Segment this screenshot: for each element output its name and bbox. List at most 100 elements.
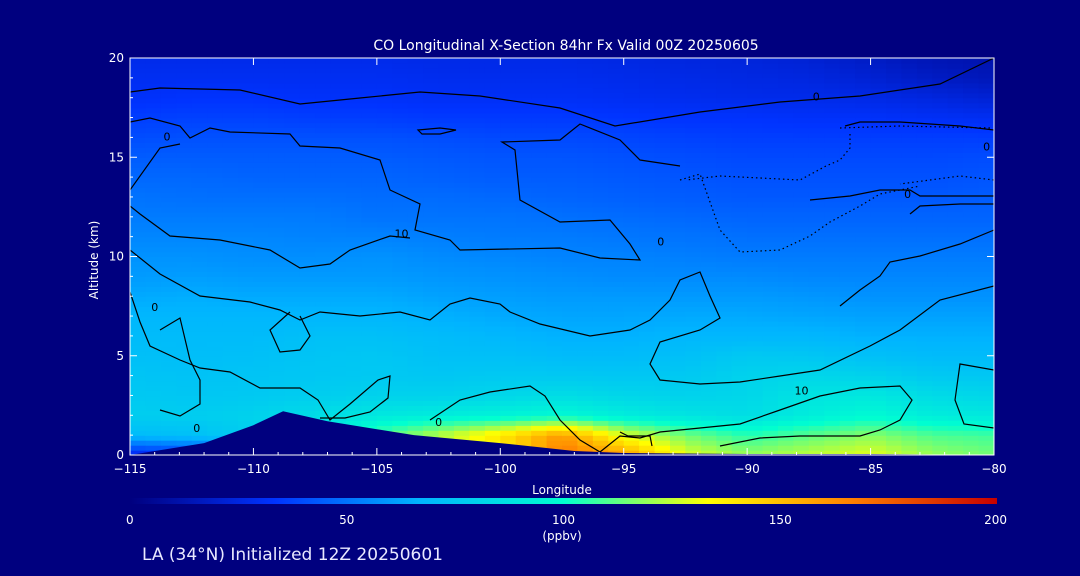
- colorbar-tick-label: 100: [552, 513, 575, 527]
- heatmap-cell: [500, 281, 517, 287]
- heatmap-cell: [731, 231, 748, 238]
- heatmap-cell: [346, 107, 362, 114]
- heatmap-cell: [299, 92, 316, 99]
- heatmap-cell: [778, 107, 794, 114]
- heatmap-cell: [947, 97, 964, 104]
- heatmap-cell: [870, 450, 887, 455]
- heatmap-cell: [531, 365, 548, 372]
- heatmap-cell: [577, 355, 594, 362]
- heatmap-cell: [207, 266, 224, 272]
- heatmap-cell: [238, 306, 254, 312]
- heatmap-cell: [531, 162, 548, 168]
- heatmap-cell: [855, 420, 872, 426]
- heatmap-cell: [454, 196, 470, 203]
- heatmap-cell: [145, 365, 162, 372]
- heatmap-cell: [870, 97, 887, 104]
- heatmap-cell: [222, 316, 239, 322]
- heatmap-cell: [839, 276, 856, 282]
- heatmap-cell: [531, 261, 548, 268]
- heatmap-cell: [392, 360, 409, 367]
- heatmap-cell: [916, 425, 933, 431]
- heatmap-cell: [839, 256, 856, 263]
- heatmap-cell: [700, 221, 717, 228]
- heatmap-cell: [423, 58, 440, 64]
- heatmap-cell: [685, 390, 702, 397]
- heatmap-cell: [793, 117, 810, 124]
- heatmap-cell: [407, 167, 424, 173]
- heatmap-cell: [515, 266, 532, 272]
- heatmap-cell: [376, 330, 393, 337]
- heatmap-cell: [423, 400, 440, 406]
- heatmap-cell: [130, 355, 146, 362]
- heatmap-cell: [346, 330, 362, 337]
- heatmap-cell: [191, 182, 208, 188]
- heatmap-cell: [577, 206, 594, 213]
- heatmap-cell: [700, 370, 717, 377]
- heatmap-cell: [808, 132, 825, 138]
- heatmap-cell: [808, 261, 825, 268]
- heatmap-cell: [778, 72, 794, 79]
- heatmap-cell: [778, 430, 794, 436]
- heatmap-cell: [284, 271, 301, 277]
- heatmap-cell: [299, 196, 316, 203]
- heatmap-cell: [562, 390, 578, 397]
- heatmap-cell: [346, 256, 362, 263]
- heatmap-cell: [716, 201, 733, 208]
- heatmap-cell: [253, 216, 270, 223]
- heatmap-cell: [700, 102, 717, 109]
- heatmap-cell: [608, 405, 625, 411]
- heatmap-cell: [901, 450, 918, 455]
- heatmap-cell: [731, 72, 748, 79]
- heatmap-cell: [500, 182, 517, 188]
- heatmap-cell: [947, 355, 964, 362]
- heatmap-cell: [839, 365, 856, 372]
- heatmap-cell: [500, 435, 517, 441]
- heatmap-cell: [438, 82, 455, 89]
- heatmap-cell: [361, 291, 378, 297]
- heatmap-cell: [654, 72, 671, 79]
- heatmap-cell: [145, 122, 162, 129]
- heatmap-cell: [747, 92, 764, 99]
- colorbar-tick-label: 150: [769, 513, 792, 527]
- heatmap-cell: [901, 395, 918, 401]
- heatmap-cell: [963, 271, 980, 277]
- heatmap-cell: [515, 385, 532, 392]
- heatmap-cell: [639, 440, 656, 446]
- heatmap-cell: [901, 251, 918, 258]
- heatmap-cell: [886, 286, 902, 292]
- heatmap-cell: [855, 321, 872, 327]
- heatmap-cell: [469, 142, 486, 148]
- heatmap-cell: [392, 172, 409, 178]
- heatmap-cell: [268, 370, 285, 377]
- heatmap-cell: [346, 236, 362, 243]
- heatmap-cell: [454, 167, 470, 173]
- heatmap-cell: [191, 172, 208, 178]
- heatmap-cell: [207, 112, 224, 119]
- heatmap-cell: [762, 326, 779, 332]
- heatmap-cell: [608, 63, 625, 69]
- heatmap-cell: [608, 246, 625, 253]
- heatmap-cell: [130, 266, 146, 272]
- heatmap-cell: [222, 385, 239, 392]
- heatmap-cell: [330, 182, 347, 188]
- heatmap-cell: [191, 192, 208, 198]
- heatmap-cell: [253, 261, 270, 268]
- heatmap-cell: [870, 92, 887, 99]
- heatmap-cell: [577, 375, 594, 382]
- heatmap-cell: [886, 345, 902, 352]
- heatmap-cell: [778, 241, 794, 248]
- heatmap-cell: [546, 196, 563, 203]
- contour-line: [159, 317, 201, 417]
- heatmap-cell: [315, 122, 332, 129]
- heatmap-cell: [361, 67, 378, 74]
- heatmap-cell: [284, 380, 301, 387]
- heatmap-cell: [916, 450, 933, 455]
- heatmap-cell: [299, 97, 316, 104]
- heatmap-cell: [562, 206, 578, 213]
- heatmap-cell: [438, 266, 455, 272]
- heatmap-cell: [778, 345, 794, 352]
- heatmap-cell: [731, 97, 748, 104]
- heatmap-cell: [160, 271, 177, 277]
- heatmap-cell: [454, 112, 470, 119]
- heatmap-cell: [562, 281, 578, 287]
